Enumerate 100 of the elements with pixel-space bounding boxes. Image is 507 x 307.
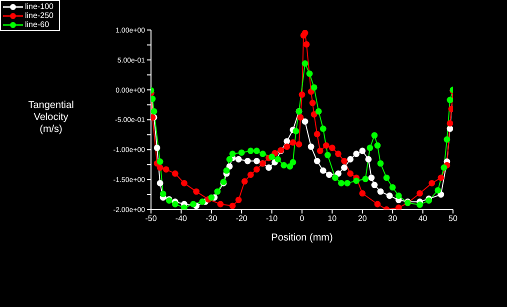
- point: [440, 164, 448, 171]
- point: [320, 126, 326, 132]
- point: [280, 162, 288, 168]
- point: [344, 180, 350, 186]
- point: [302, 30, 308, 36]
- point: [386, 192, 393, 199]
- point: [314, 158, 320, 164]
- point: [310, 111, 318, 118]
- point: [298, 91, 306, 98]
- point: [154, 144, 160, 152]
- point: [383, 174, 390, 181]
- point: [389, 184, 396, 191]
- x-tick-label: 20: [358, 214, 368, 224]
- point: [302, 118, 308, 125]
- point: [254, 166, 260, 173]
- point: [416, 190, 423, 197]
- point: [347, 156, 354, 162]
- point: [326, 172, 332, 178]
- point: [244, 158, 251, 164]
- point: [160, 190, 166, 198]
- point: [371, 182, 378, 188]
- legend-label: line-60: [25, 20, 50, 29]
- x-tick-label: -50: [145, 214, 158, 224]
- point: [235, 196, 242, 204]
- point: [274, 156, 282, 162]
- point: [335, 150, 342, 158]
- point: [416, 202, 423, 208]
- point: [297, 114, 304, 121]
- point: [308, 143, 314, 150]
- x-tick-label: 50: [448, 214, 458, 224]
- point: [306, 70, 313, 77]
- x-tick-label: 10: [328, 214, 338, 224]
- point: [316, 148, 324, 154]
- x-axis-title: Position (mm): [271, 232, 333, 244]
- point: [359, 190, 366, 197]
- point: [446, 126, 453, 132]
- point: [292, 128, 300, 134]
- point: [296, 141, 302, 148]
- x-tick-label: 40: [418, 214, 428, 224]
- point: [214, 188, 221, 195]
- y-axis-title: Tangential Velocity (m/s): [28, 100, 74, 135]
- point: [320, 167, 326, 174]
- x-tick-label: 0: [300, 214, 305, 224]
- point: [314, 130, 320, 138]
- point: [229, 202, 236, 210]
- point: [217, 200, 224, 208]
- x-tick-label: -10: [266, 214, 278, 224]
- point: [438, 174, 444, 181]
- point: [446, 120, 453, 127]
- point: [347, 170, 354, 177]
- point: [151, 108, 158, 115]
- point: [254, 148, 260, 154]
- point: [156, 158, 164, 165]
- point: [428, 180, 436, 186]
- point: [268, 154, 275, 160]
- point: [190, 200, 196, 208]
- point: [260, 150, 266, 158]
- point: [208, 194, 215, 201]
- point: [247, 172, 254, 178]
- point: [199, 198, 206, 205]
- legend-label: line-100: [25, 2, 54, 11]
- point: [368, 174, 375, 181]
- point: [322, 142, 330, 149]
- point: [181, 180, 188, 186]
- point: [172, 200, 178, 208]
- point: [247, 148, 254, 154]
- point: [254, 158, 260, 164]
- point: [290, 159, 296, 166]
- point: [266, 164, 272, 171]
- point: [444, 136, 450, 143]
- x-tick-label: 30: [388, 214, 398, 224]
- point: [229, 150, 236, 158]
- point: [338, 180, 344, 186]
- point: [434, 187, 442, 194]
- point: [332, 174, 338, 181]
- point: [284, 138, 290, 144]
- point: [359, 148, 366, 154]
- point: [341, 164, 348, 171]
- point: [395, 192, 402, 199]
- point: [377, 160, 384, 167]
- point: [366, 144, 374, 152]
- point: [310, 84, 318, 91]
- point: [181, 204, 188, 210]
- point: [374, 142, 381, 149]
- point: [241, 178, 248, 185]
- point: [365, 156, 372, 162]
- point: [193, 188, 200, 195]
- point: [172, 170, 178, 177]
- x-tick-label: -20: [236, 214, 248, 224]
- point: [446, 96, 453, 104]
- point: [238, 149, 245, 156]
- point: [290, 139, 296, 146]
- point: [235, 156, 242, 162]
- point: [341, 158, 348, 164]
- point: [362, 176, 369, 182]
- point: [395, 204, 402, 210]
- point: [315, 108, 322, 115]
- point: [162, 166, 170, 173]
- point: [156, 180, 164, 186]
- x-tick-label: -30: [206, 214, 218, 224]
